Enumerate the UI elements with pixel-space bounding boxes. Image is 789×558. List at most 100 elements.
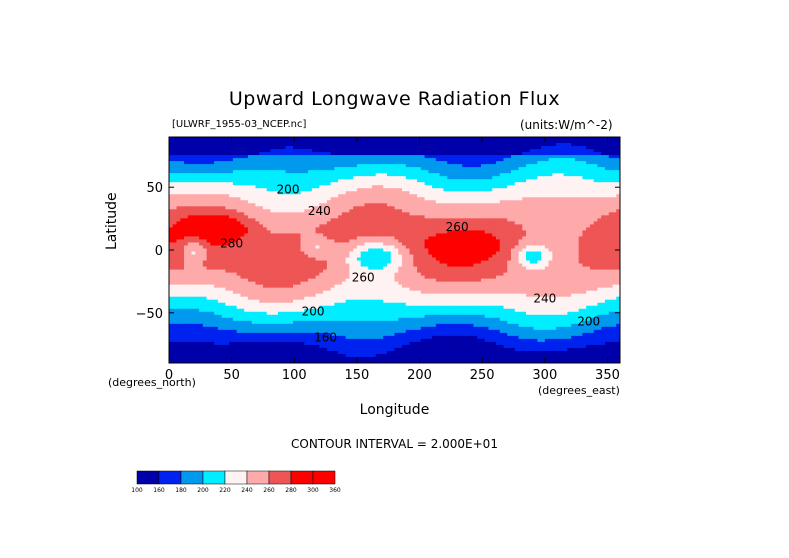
heatmap-cell: [217, 161, 223, 165]
heatmap-cell: [533, 236, 538, 240]
heatmap-cell: [409, 239, 414, 243]
heatmap-cell: [184, 233, 189, 237]
heatmap-cell: [589, 254, 595, 259]
heatmap-cell: [556, 236, 561, 240]
heatmap-cell: [202, 236, 208, 240]
heatmap-cell: [338, 182, 343, 186]
heatmap-cell: [420, 176, 426, 180]
heatmap-cell: [552, 230, 557, 234]
heatmap-cell: [232, 236, 238, 240]
heatmap-cell: [353, 158, 358, 162]
heatmap-cell: [526, 176, 531, 180]
heatmap-cell: [293, 176, 298, 180]
heatmap-cell: [559, 242, 565, 246]
heatmap-cell: [360, 218, 365, 222]
heatmap-cell: [556, 248, 561, 252]
heatmap-cell: [244, 176, 249, 180]
heatmap-cell: [402, 248, 407, 252]
heatmap-cell: [360, 239, 365, 243]
heatmap-cell: [229, 233, 234, 237]
heatmap-cell: [608, 191, 613, 195]
heatmap-cell: [206, 188, 211, 192]
heatmap-cell: [221, 245, 226, 249]
heatmap-cell: [488, 221, 493, 225]
heatmap-cell: [184, 158, 189, 162]
heatmap-cell: [537, 191, 542, 195]
heatmap-cell: [616, 212, 620, 216]
heatmap-cell: [360, 149, 365, 153]
heatmap-cell: [511, 227, 516, 231]
heatmap-cell: [541, 242, 546, 246]
heatmap-cell: [330, 155, 335, 159]
heatmap-cell: [289, 233, 294, 237]
heatmap-cell: [221, 218, 226, 222]
heatmap-cell: [281, 152, 287, 156]
heatmap-cell: [417, 200, 422, 204]
heatmap-cell: [202, 218, 208, 222]
heatmap-cell: [511, 257, 516, 262]
heatmap-cell: [439, 182, 444, 186]
heatmap-cell: [236, 224, 241, 228]
heatmap-cell: [326, 152, 332, 156]
heatmap-cell: [443, 212, 448, 216]
heatmap-cell: [522, 140, 527, 144]
heatmap-cell: [413, 140, 418, 144]
heatmap-cell: [225, 188, 230, 192]
heatmap-cell: [296, 260, 302, 265]
heatmap-cell: [202, 200, 208, 204]
heatmap-cell: [432, 158, 437, 162]
heatmap-cell: [232, 164, 238, 168]
heatmap-cell: [345, 200, 350, 204]
heatmap-cell: [616, 236, 620, 240]
heatmap-cell: [300, 203, 305, 207]
heatmap-cell: [338, 152, 343, 156]
heatmap-cell: [210, 149, 215, 153]
heatmap-cell: [582, 218, 587, 222]
heatmap-cell: [229, 260, 234, 265]
heatmap-cell: [364, 170, 369, 174]
heatmap-cell: [507, 206, 512, 210]
heatmap-cell: [225, 146, 230, 150]
heatmap-cell: [202, 197, 208, 201]
heatmap-cell: [319, 194, 324, 198]
heatmap-cell: [214, 173, 219, 177]
heatmap-cell: [578, 170, 583, 174]
heatmap-cell: [315, 218, 320, 222]
heatmap-cell: [210, 167, 215, 171]
heatmap-cell: [379, 185, 384, 189]
heatmap-cell: [608, 239, 613, 243]
heatmap-cell: [210, 221, 215, 225]
heatmap-cell: [371, 218, 377, 222]
heatmap-cell: [349, 215, 354, 219]
heatmap-cell: [304, 260, 309, 265]
heatmap-cell: [480, 173, 486, 177]
heatmap-cell: [503, 161, 508, 165]
heatmap-cell: [616, 140, 620, 144]
heatmap-cell: [236, 185, 241, 189]
heatmap-cell: [405, 212, 411, 216]
heatmap-cell: [571, 176, 576, 180]
heatmap-cell: [514, 185, 520, 189]
heatmap-cell: [386, 188, 392, 192]
heatmap-cell: [379, 197, 384, 201]
heatmap-cell: [323, 194, 328, 198]
heatmap-cell: [616, 233, 620, 237]
heatmap-cell: [567, 227, 572, 231]
heatmap-cell: [330, 140, 335, 144]
heatmap-cell: [571, 164, 576, 168]
heatmap-cell: [311, 167, 317, 171]
heatmap-cell: [424, 137, 429, 141]
heatmap-cell: [259, 245, 264, 249]
heatmap-cell: [383, 260, 388, 265]
heatmap-cell: [180, 170, 185, 174]
heatmap-cell: [612, 248, 617, 252]
heatmap-cell: [199, 239, 204, 243]
heatmap-cell: [266, 176, 271, 180]
heatmap-cell: [356, 155, 362, 159]
heatmap-cell: [394, 224, 399, 228]
heatmap-cell: [217, 200, 223, 204]
heatmap-cell: [424, 161, 429, 165]
heatmap-cell: [428, 254, 433, 259]
heatmap-cell: [447, 236, 452, 240]
heatmap-cell: [518, 215, 523, 219]
